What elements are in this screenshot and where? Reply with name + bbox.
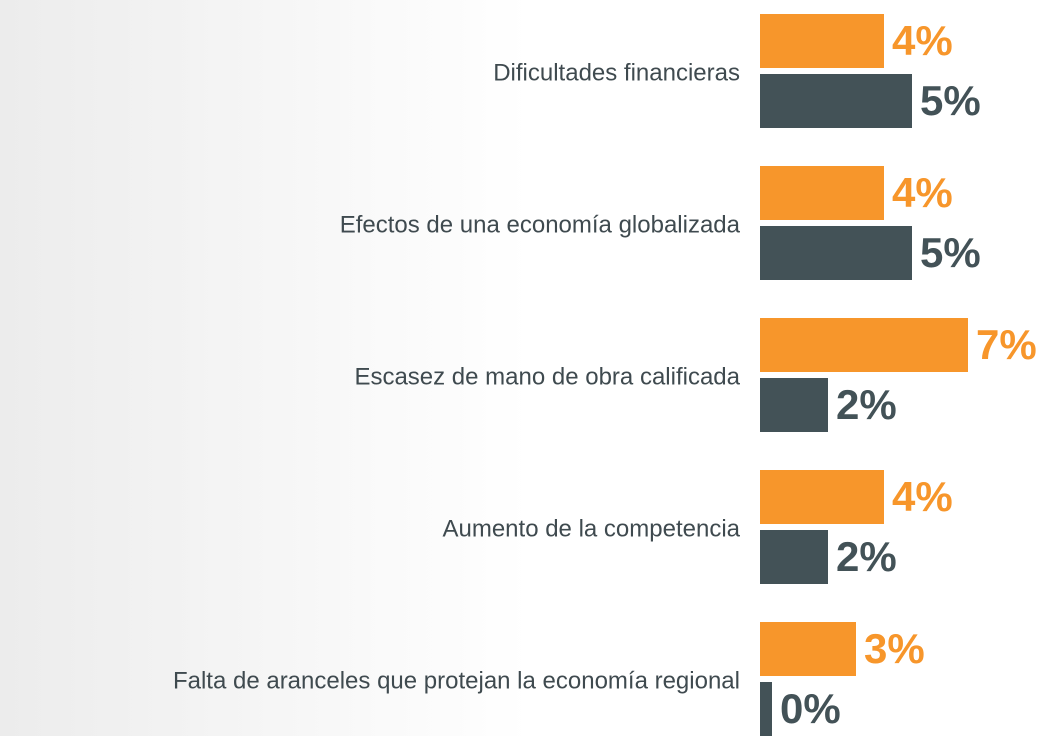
value-label: 2%	[836, 381, 897, 428]
bar	[760, 470, 884, 524]
value-label: 4%	[892, 17, 953, 64]
category-label: Dificultades financieras	[493, 59, 740, 86]
value-label: 4%	[892, 169, 953, 216]
category-label: Falta de aranceles que protejan la econo…	[173, 667, 740, 694]
value-label: 5%	[920, 77, 981, 124]
value-label: 4%	[892, 473, 953, 520]
value-label: 3%	[864, 625, 925, 672]
value-label: 2%	[836, 533, 897, 580]
bar	[760, 14, 884, 68]
bar	[760, 226, 912, 280]
bar	[760, 530, 828, 584]
bar	[760, 622, 856, 676]
bar	[760, 378, 828, 432]
category-label: Efectos de una economía globalizada	[340, 211, 741, 238]
bar	[760, 682, 772, 736]
bar	[760, 74, 912, 128]
category-label: Escasez de mano de obra calificada	[354, 363, 740, 390]
value-label: 0%	[780, 685, 841, 732]
value-label: 7%	[976, 321, 1037, 368]
value-label: 5%	[920, 229, 981, 276]
category-label: Aumento de la competencia	[442, 515, 740, 542]
bar	[760, 166, 884, 220]
bar	[760, 318, 968, 372]
